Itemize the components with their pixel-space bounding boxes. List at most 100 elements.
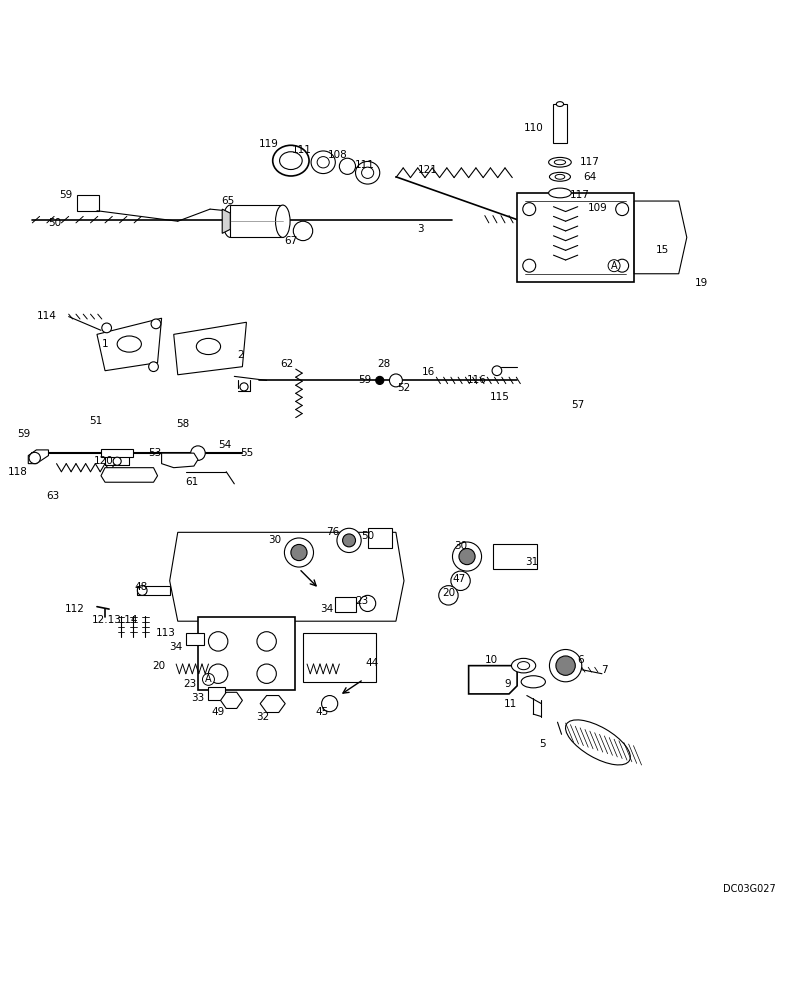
Text: 44: 44 [365,658,378,668]
Circle shape [208,664,228,683]
Circle shape [556,656,575,675]
Bar [303,633,376,682]
Text: 111: 111 [355,160,374,170]
Text: DC03G027: DC03G027 [723,884,776,894]
Ellipse shape [554,160,566,165]
Text: 33: 33 [191,693,204,703]
Ellipse shape [196,338,221,355]
Text: 2: 2 [238,350,244,360]
Bar [517,193,634,282]
Text: 12.13.14: 12.13.14 [91,615,138,625]
Text: 50: 50 [361,531,374,541]
Text: 59: 59 [18,429,31,439]
Text: 53: 53 [149,448,162,458]
Bar [198,617,295,690]
Text: 120: 120 [94,456,113,466]
Ellipse shape [318,157,330,168]
Text: 5: 5 [540,739,546,749]
Bar [230,205,283,237]
Circle shape [439,586,458,605]
Text: 62: 62 [280,359,293,369]
Bar [186,633,204,645]
Bar [553,104,567,143]
Ellipse shape [339,158,356,174]
Circle shape [549,649,582,682]
Circle shape [137,586,147,595]
Text: 7: 7 [601,665,608,675]
Circle shape [459,548,475,565]
Text: 113: 113 [156,628,175,638]
Text: 116: 116 [467,375,486,385]
Circle shape [616,203,629,216]
Circle shape [376,376,384,384]
Circle shape [343,534,356,547]
Ellipse shape [272,145,309,176]
Text: 64: 64 [583,172,596,182]
Ellipse shape [276,205,290,237]
Text: 111: 111 [292,145,311,155]
Bar [335,597,356,612]
Text: 30: 30 [454,541,467,551]
Circle shape [360,595,376,612]
Bar [137,586,170,595]
Text: 65: 65 [221,196,234,206]
Text: 117: 117 [580,157,600,167]
Text: 34: 34 [321,604,334,614]
Text: 114: 114 [37,311,57,321]
Ellipse shape [356,161,380,184]
Circle shape [257,632,276,651]
Ellipse shape [518,662,530,670]
Circle shape [284,538,314,567]
Text: 67: 67 [284,236,297,246]
Text: A: A [611,261,617,271]
Text: 31: 31 [525,557,538,567]
Circle shape [337,528,361,553]
Text: 117: 117 [570,190,590,200]
Text: 47: 47 [452,574,465,584]
Circle shape [451,571,470,590]
Text: 9: 9 [504,679,511,689]
Bar [493,544,537,569]
Circle shape [389,374,402,387]
Bar [77,195,99,211]
Circle shape [291,544,307,561]
Text: 20: 20 [152,661,165,671]
Bar [208,687,225,700]
Circle shape [191,446,205,460]
Polygon shape [469,666,517,694]
Polygon shape [101,468,158,482]
Ellipse shape [555,174,565,179]
Text: 6: 6 [577,655,583,665]
Text: 108: 108 [328,150,347,160]
Polygon shape [174,322,246,375]
Text: 63: 63 [46,491,59,501]
Polygon shape [221,692,242,708]
Polygon shape [162,453,198,468]
Text: 112: 112 [65,604,84,614]
Ellipse shape [361,167,373,178]
Ellipse shape [549,157,571,167]
Text: A: A [205,674,212,684]
Text: 110: 110 [524,123,543,133]
Circle shape [293,221,313,241]
Text: 59: 59 [359,375,372,385]
Bar [101,449,133,457]
Polygon shape [97,318,162,371]
Ellipse shape [511,658,536,673]
Text: 30: 30 [268,535,281,545]
Text: 115: 115 [490,392,509,402]
Text: 50: 50 [48,218,61,228]
Text: 16: 16 [422,367,435,377]
Text: 20: 20 [442,588,455,598]
Text: 28: 28 [377,359,390,369]
Text: 118: 118 [8,467,27,477]
Circle shape [257,664,276,683]
Text: 76: 76 [326,527,339,537]
Ellipse shape [311,151,335,174]
Circle shape [29,452,40,464]
Circle shape [113,457,121,465]
Text: 109: 109 [588,203,608,213]
Circle shape [208,632,228,651]
Circle shape [452,542,482,571]
Ellipse shape [566,720,630,765]
